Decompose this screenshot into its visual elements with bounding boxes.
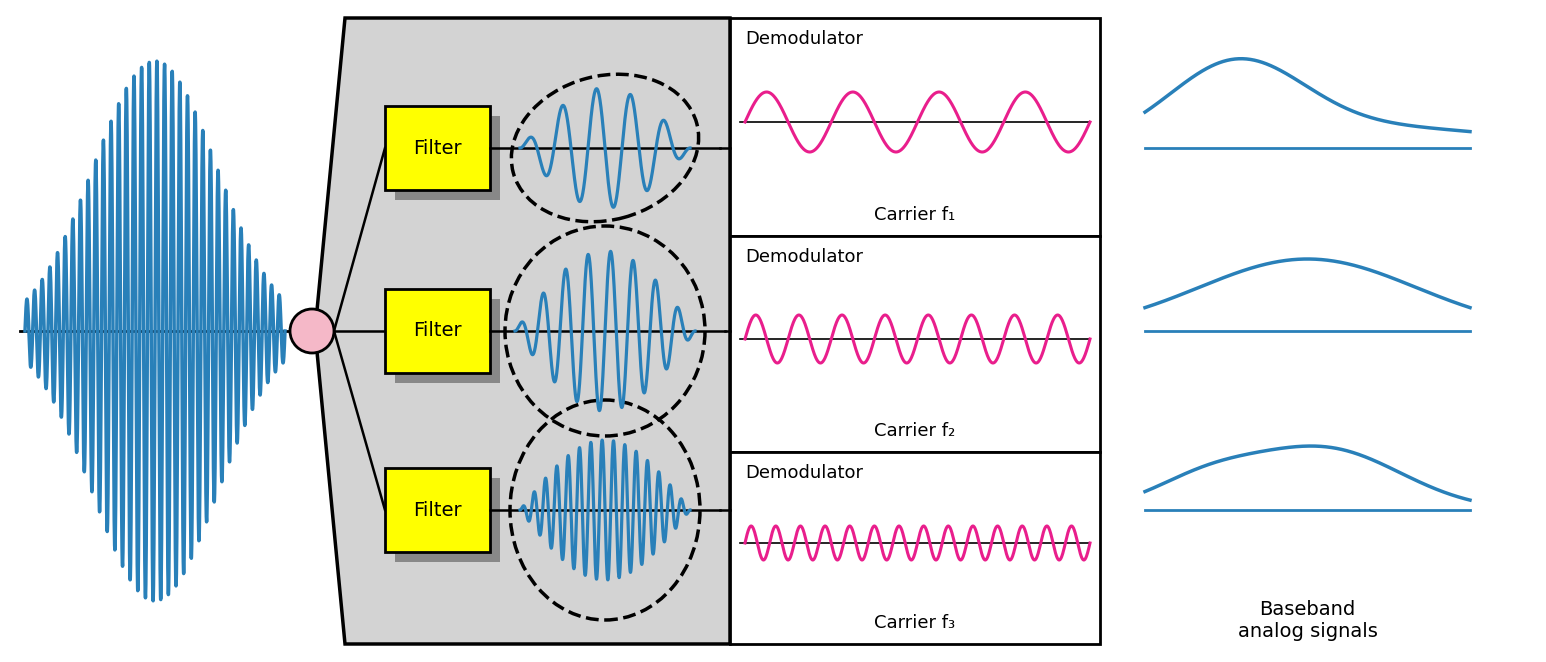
Text: Carrier f₁: Carrier f₁ <box>875 206 955 224</box>
Text: Carrier f₂: Carrier f₂ <box>875 422 955 440</box>
Text: Demodulator: Demodulator <box>745 464 863 482</box>
FancyBboxPatch shape <box>394 116 499 200</box>
FancyBboxPatch shape <box>730 452 1101 644</box>
FancyBboxPatch shape <box>385 468 490 552</box>
Text: Filter: Filter <box>413 322 462 340</box>
FancyBboxPatch shape <box>730 236 1101 452</box>
FancyBboxPatch shape <box>394 299 499 383</box>
FancyBboxPatch shape <box>730 18 1101 236</box>
Text: Filter: Filter <box>413 138 462 158</box>
Text: Baseband
analog signals: Baseband analog signals <box>1237 600 1377 641</box>
Polygon shape <box>315 18 730 644</box>
FancyBboxPatch shape <box>394 478 499 562</box>
Text: Demodulator: Demodulator <box>745 30 863 48</box>
Text: Carrier f₃: Carrier f₃ <box>875 614 955 632</box>
FancyBboxPatch shape <box>385 106 490 190</box>
FancyBboxPatch shape <box>385 289 490 373</box>
Text: Demodulator: Demodulator <box>745 248 863 266</box>
Text: Filter: Filter <box>413 500 462 520</box>
Circle shape <box>291 309 334 353</box>
